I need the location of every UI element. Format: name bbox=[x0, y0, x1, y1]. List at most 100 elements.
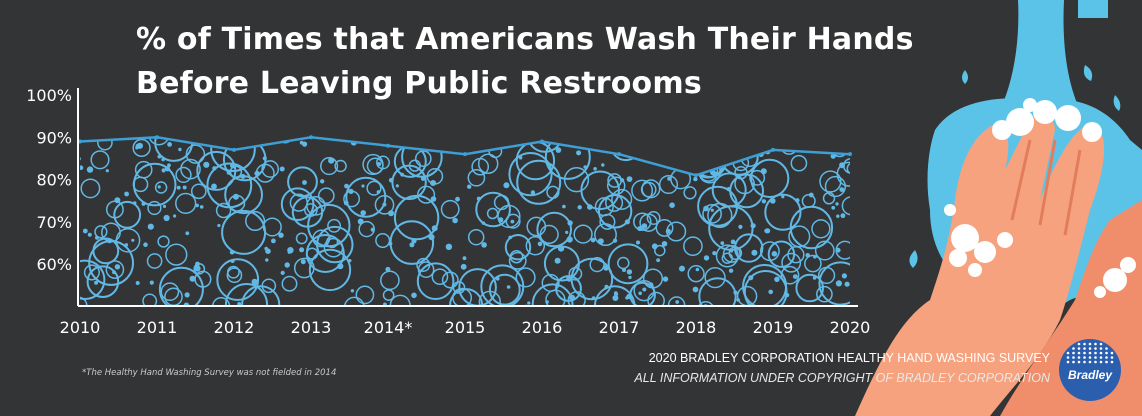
bubble bbox=[190, 183, 207, 200]
bubble bbox=[132, 176, 149, 193]
bubble bbox=[611, 137, 628, 146]
bubble bbox=[612, 295, 619, 301]
bubble bbox=[245, 210, 266, 232]
y-tick-label: 60% bbox=[36, 255, 72, 274]
bubble bbox=[631, 179, 654, 202]
bubble bbox=[417, 185, 436, 204]
bubble bbox=[589, 256, 605, 273]
bubble bbox=[203, 161, 210, 168]
x-tick-label: 2020 bbox=[830, 318, 871, 337]
bubble bbox=[162, 204, 167, 208]
bubble bbox=[261, 160, 280, 178]
bubble bbox=[262, 217, 282, 237]
bubble bbox=[764, 193, 802, 231]
bubble bbox=[738, 224, 743, 229]
bubble bbox=[698, 156, 705, 163]
bubble bbox=[167, 163, 171, 168]
bubble bbox=[265, 258, 269, 262]
soap-foam bbox=[944, 98, 1136, 298]
bubble bbox=[90, 150, 110, 170]
bubble bbox=[846, 162, 850, 175]
bubble bbox=[697, 301, 715, 306]
logo-dot bbox=[1088, 347, 1092, 350]
bubble bbox=[173, 214, 177, 218]
bubble bbox=[86, 265, 120, 299]
bubble bbox=[818, 261, 850, 306]
bubble bbox=[430, 144, 435, 149]
bubble bbox=[196, 150, 237, 191]
bubble bbox=[555, 147, 562, 153]
data-point-2011 bbox=[155, 135, 159, 140]
bubble bbox=[563, 167, 590, 193]
bubble bbox=[72, 261, 76, 265]
bubble bbox=[635, 138, 642, 145]
bubble bbox=[493, 194, 510, 211]
bubble bbox=[577, 205, 582, 210]
bubble bbox=[320, 157, 339, 176]
bubble bbox=[300, 259, 306, 265]
bubble bbox=[160, 282, 180, 302]
bubble bbox=[669, 202, 675, 208]
y-tick-label: 90% bbox=[36, 128, 72, 147]
bubble bbox=[770, 198, 776, 204]
bubble bbox=[87, 232, 92, 237]
bubble bbox=[750, 223, 756, 229]
logo-dot bbox=[1088, 351, 1092, 355]
logo-dot bbox=[1105, 347, 1108, 350]
bubble bbox=[611, 188, 633, 210]
bubble bbox=[654, 244, 666, 257]
data-point-2018 bbox=[694, 173, 698, 178]
bubble bbox=[812, 276, 817, 280]
logo-dot bbox=[1088, 360, 1092, 364]
logo-dot bbox=[1105, 360, 1108, 364]
bubble bbox=[185, 231, 190, 236]
bubble bbox=[114, 197, 121, 204]
bubble bbox=[831, 205, 836, 210]
bubble bbox=[280, 270, 285, 275]
bubble bbox=[686, 137, 721, 165]
bubble bbox=[824, 175, 847, 198]
bubble bbox=[230, 132, 235, 137]
bubble bbox=[757, 137, 763, 140]
bubble bbox=[526, 216, 547, 237]
logo-dot bbox=[1077, 360, 1081, 364]
bubble bbox=[245, 129, 249, 133]
bubble bbox=[641, 223, 648, 229]
bubble bbox=[320, 179, 325, 184]
bubble bbox=[452, 217, 458, 224]
bubble bbox=[815, 137, 833, 142]
bubble bbox=[795, 198, 800, 203]
bubble bbox=[801, 193, 816, 209]
bubble bbox=[401, 137, 443, 178]
bubble bbox=[475, 191, 511, 228]
bubble bbox=[124, 191, 129, 197]
logo-dot bbox=[1088, 356, 1092, 359]
bubble bbox=[642, 287, 647, 292]
bubble bbox=[362, 153, 384, 176]
bubble bbox=[134, 160, 153, 179]
bubble bbox=[774, 276, 780, 282]
finger-lines bbox=[1010, 139, 1082, 236]
bubble bbox=[185, 144, 206, 164]
bubble bbox=[226, 265, 240, 279]
logo-dot bbox=[1083, 347, 1086, 350]
bubble bbox=[658, 148, 665, 155]
bubble bbox=[647, 291, 665, 306]
bubble bbox=[83, 264, 100, 281]
bubble bbox=[161, 168, 166, 173]
bubble bbox=[215, 202, 232, 219]
copyright-notice: ALL INFORMATION UNDER COPYRIGHT OF BRADL… bbox=[634, 371, 1050, 385]
bubble bbox=[334, 159, 347, 173]
bubble bbox=[781, 252, 802, 273]
bubble bbox=[488, 273, 521, 306]
bubble bbox=[767, 240, 796, 268]
y-tick-label: 100% bbox=[26, 86, 72, 105]
bubble bbox=[830, 142, 835, 147]
logo-dot bbox=[1099, 351, 1103, 355]
bubble bbox=[366, 180, 382, 196]
bubble bbox=[508, 235, 512, 240]
bubble bbox=[597, 194, 633, 229]
bubble bbox=[284, 262, 290, 268]
bubble bbox=[146, 253, 163, 269]
bubble bbox=[178, 147, 182, 152]
